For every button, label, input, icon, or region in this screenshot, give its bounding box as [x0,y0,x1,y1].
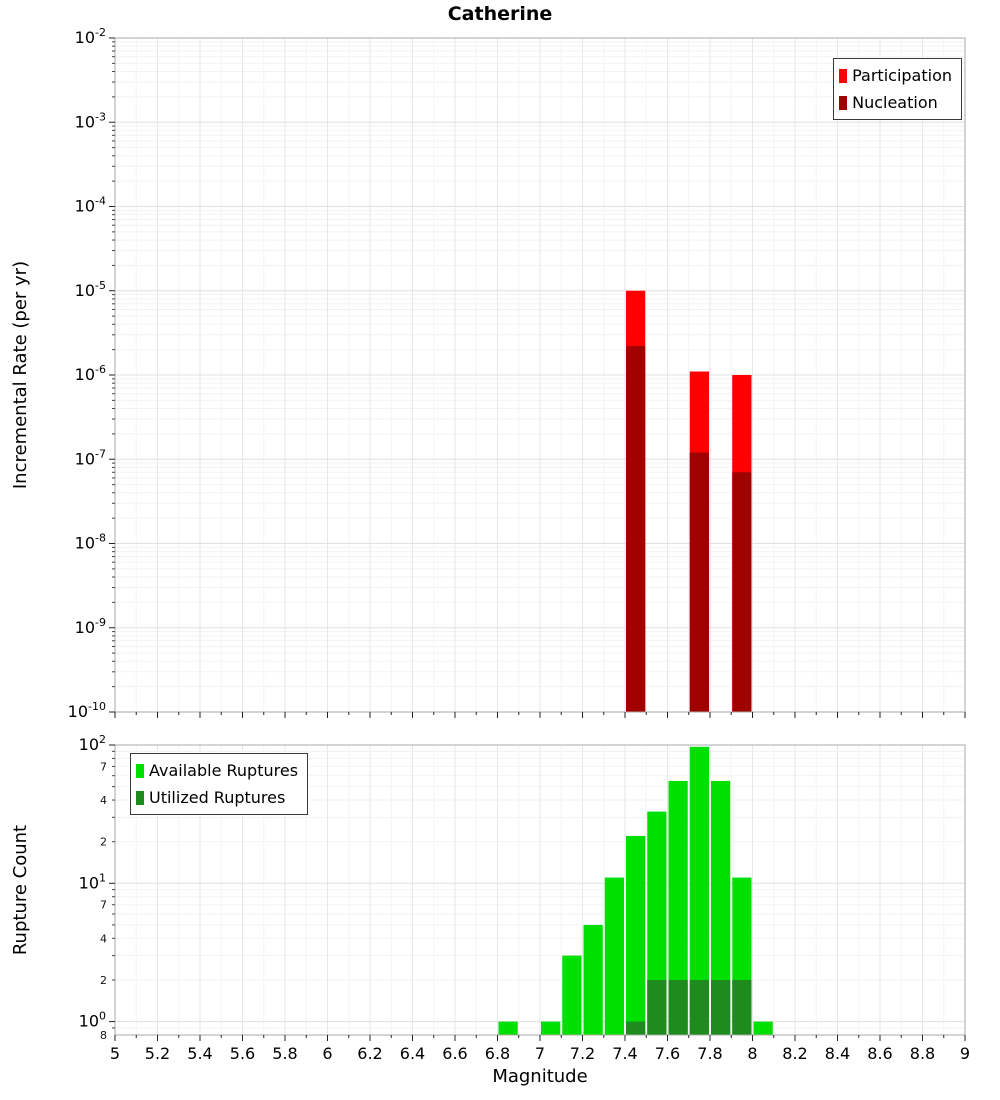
bar-available [626,835,646,1035]
x-tick-label: 5.4 [187,1044,212,1063]
x-tick-label: 5.6 [230,1044,255,1063]
y-tick-label: 10-8 [75,532,106,553]
rate-y-axis-title: Incremental Rate (per yr) [10,260,31,490]
utilized-swatch-icon [136,790,144,805]
x-tick-label: 6.4 [400,1044,425,1063]
x-tick-label: 6.6 [442,1044,467,1063]
bar-available [583,924,603,1035]
x-tick-label: 9 [960,1044,970,1063]
legend-item-utilized: Utilized Ruptures [136,784,298,811]
bar-available [668,780,688,1035]
y-minor-tick-label: 7 [100,760,107,773]
y-tick-label: 101 [79,871,106,892]
x-tick-label: 8.2 [782,1044,807,1063]
x-tick-label: 5.2 [145,1044,170,1063]
x-tick-label: 7.8 [697,1044,722,1063]
y-tick-label: 10-9 [75,616,106,637]
y-tick-label: 10-4 [75,195,106,216]
y-minor-tick-label: 4 [100,932,107,945]
x-tick-label: 7.6 [655,1044,680,1063]
bar-utilized [626,1021,646,1035]
y-minor-tick-label: 8 [100,1029,107,1042]
legend-label-utilized: Utilized Ruptures [149,788,286,807]
x-tick-label: 7.4 [612,1044,637,1063]
y-minor-tick-label: 2 [100,836,107,849]
chart-title: Catherine [447,3,553,25]
x-tick-label: 8.6 [867,1044,892,1063]
x-tick-label: 7 [535,1044,545,1063]
bar-available [562,955,582,1035]
x-axis-title: Magnitude [492,1066,588,1087]
y-tick-label: 100 [79,1010,106,1031]
legend-item-participation: Participation [839,62,952,89]
count-legend: Available Ruptures Utilized Ruptures [130,753,309,815]
y-tick-label: 10-7 [75,447,106,468]
legend-label-nucleation: Nucleation [852,93,938,112]
y-tick-label: 10-6 [75,363,106,384]
x-tick-label: 7.2 [570,1044,595,1063]
bar-utilized [689,979,709,1035]
bar-nucleation [626,346,646,712]
rate-legend: Participation Nucleation [833,58,962,120]
y-tick-label: 10-10 [68,700,106,721]
participation-swatch-icon [839,68,848,83]
bar-utilized [647,979,667,1035]
count-y-axis-title: Rupture Count [10,824,31,956]
x-tick-label: 6 [322,1044,332,1063]
x-tick-label: 8 [747,1044,757,1063]
bar-available [541,1021,561,1035]
legend-label-participation: Participation [852,66,952,85]
bar-available [689,746,709,1035]
y-tick-label: 10-3 [75,110,106,131]
y-minor-tick-label: 4 [100,794,107,807]
x-tick-label: 6.8 [485,1044,510,1063]
x-tick-label: 5 [110,1044,120,1063]
bar-available [498,1021,518,1035]
bar-available [711,780,731,1035]
x-tick-label: 8.4 [825,1044,850,1063]
available-swatch-icon [136,763,144,778]
bar-nucleation [689,452,709,712]
legend-item-nucleation: Nucleation [839,89,952,116]
bar-utilized [732,979,752,1035]
bar-available [753,1021,773,1035]
x-tick-label: 8.8 [910,1044,935,1063]
x-tick-label: 6.2 [357,1044,382,1063]
nucleation-swatch-icon [839,95,848,110]
y-minor-tick-label: 2 [100,974,107,987]
legend-item-available: Available Ruptures [136,757,298,784]
y-tick-label: 10-2 [75,26,106,47]
bar-utilized [668,979,688,1035]
bar-available [604,877,624,1035]
bar-available [647,811,667,1035]
bar-nucleation [732,472,752,712]
y-tick-label: 102 [79,733,106,754]
x-tick-label: 5.8 [272,1044,297,1063]
legend-label-available: Available Ruptures [149,761,299,780]
y-tick-label: 10-5 [75,279,106,300]
bar-utilized [711,979,731,1035]
y-minor-tick-label: 7 [100,899,107,912]
